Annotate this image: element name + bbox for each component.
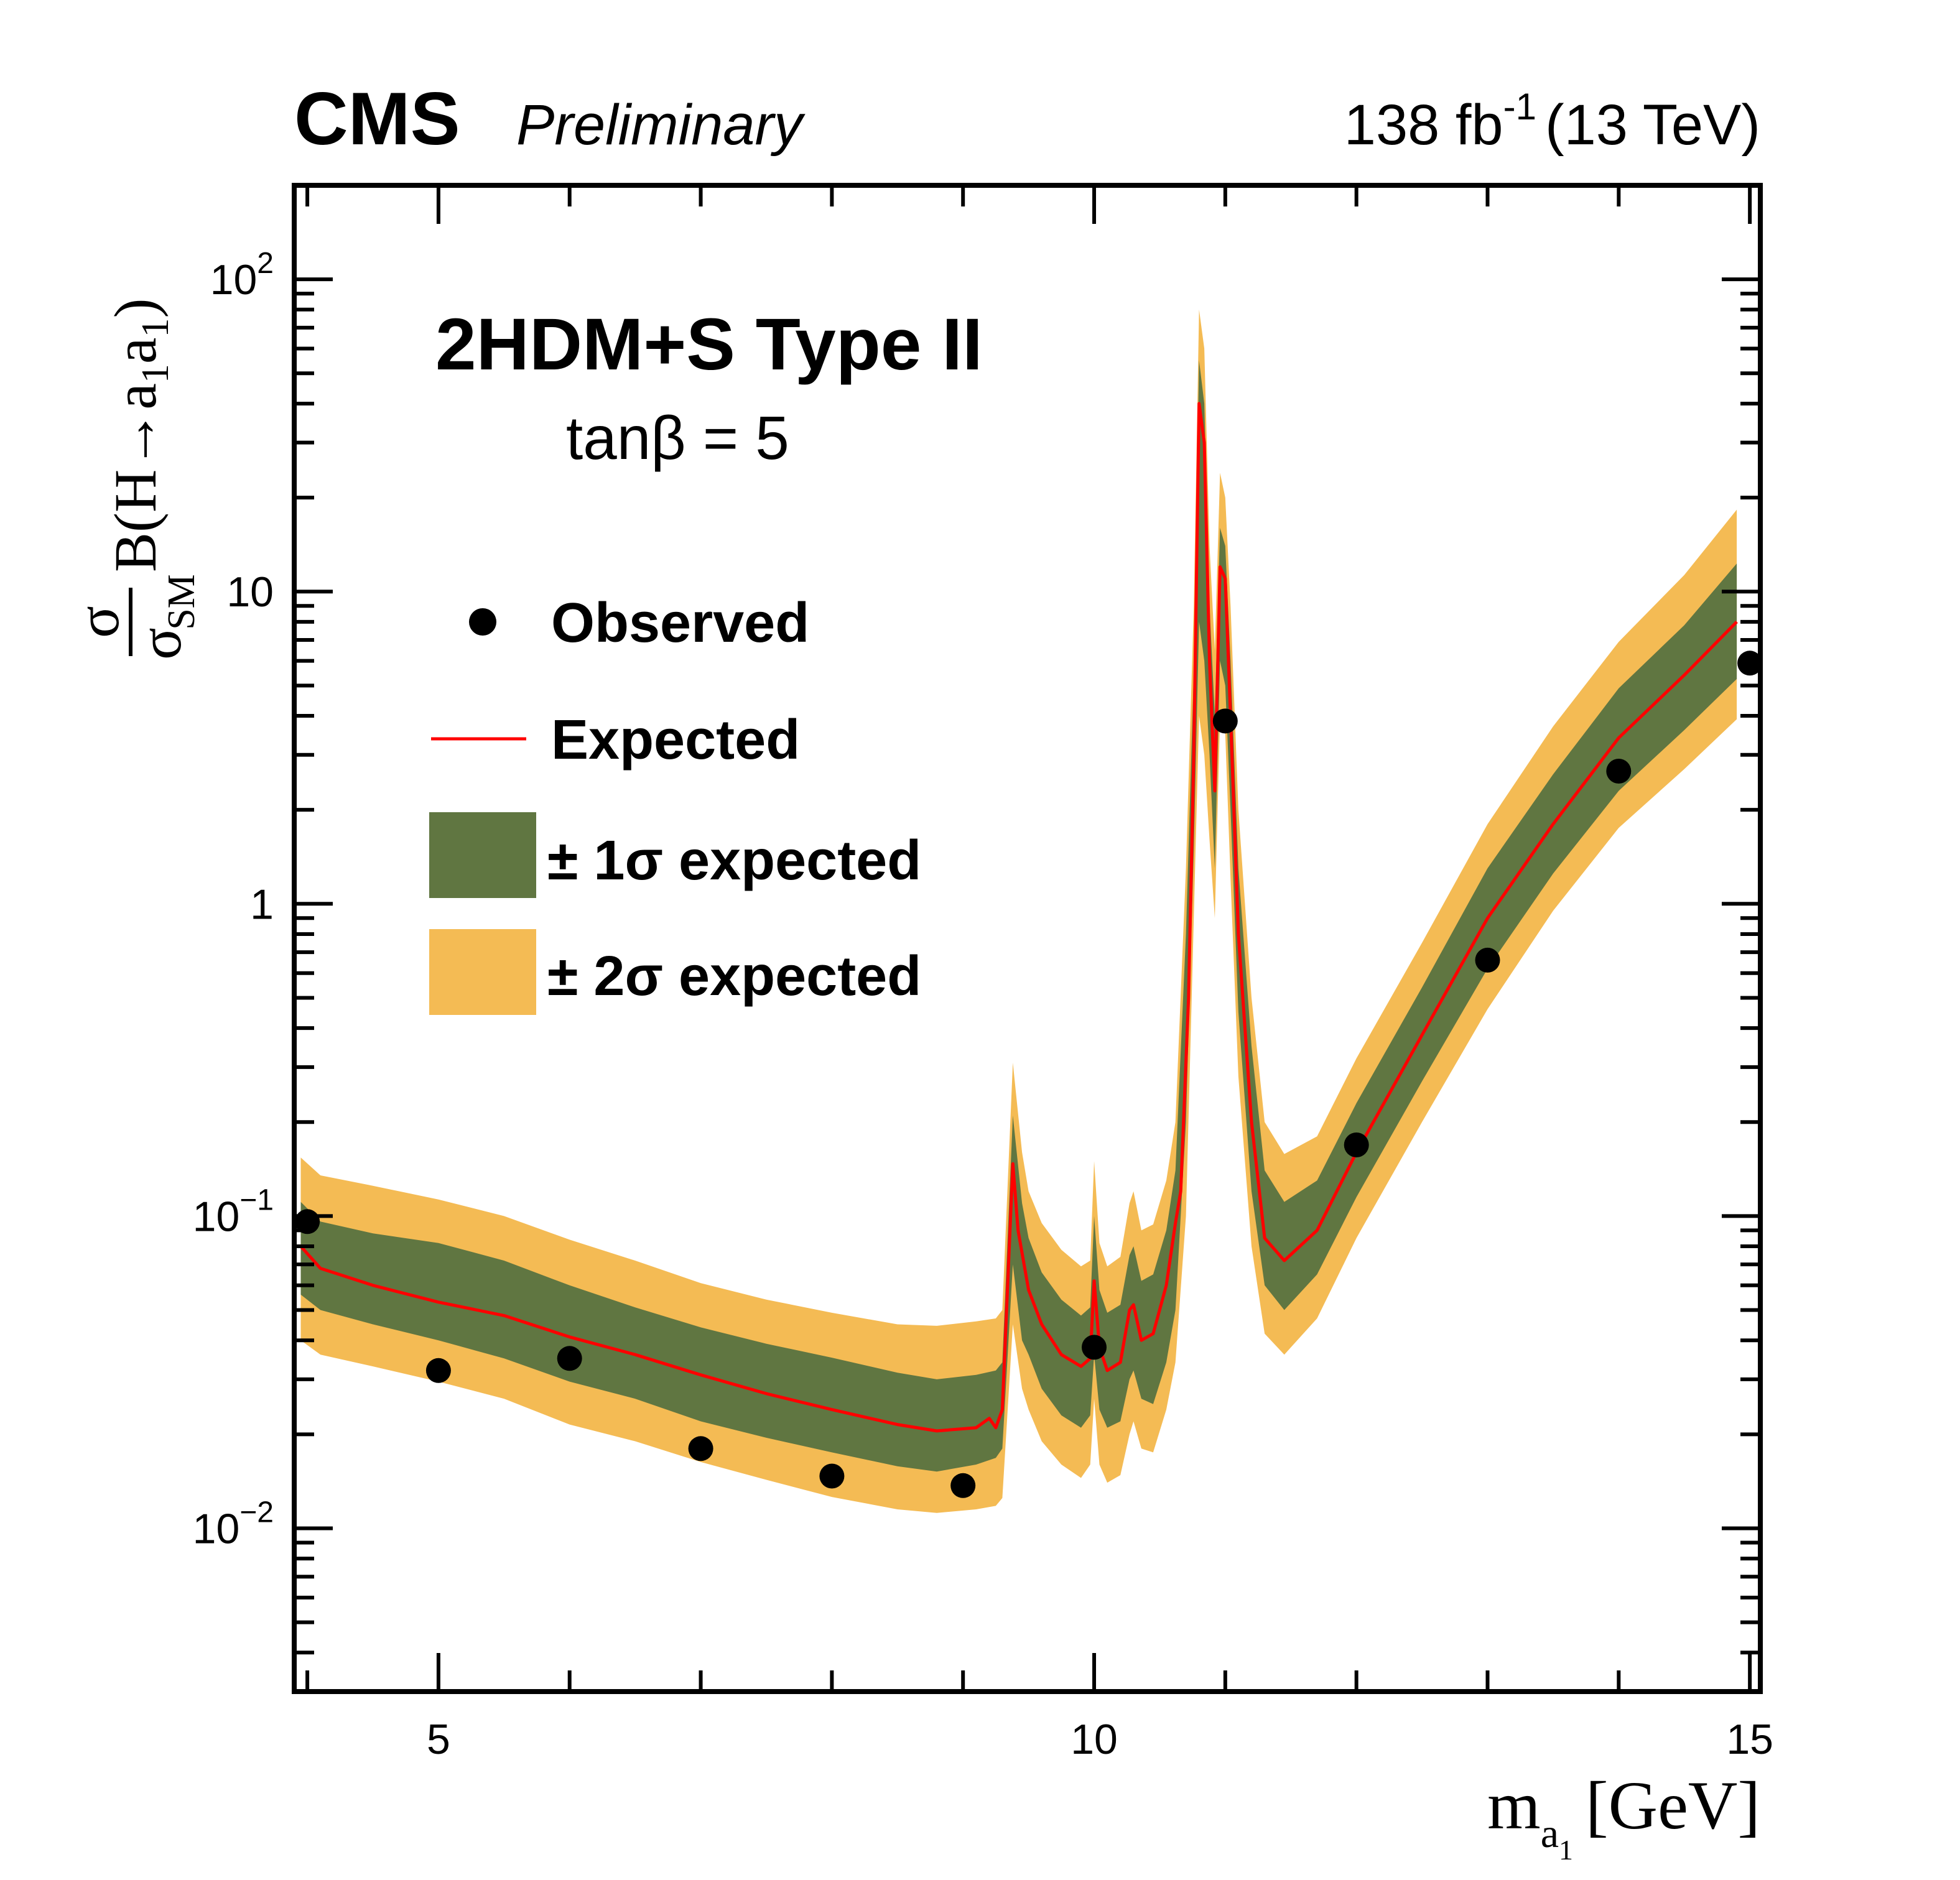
observed-point — [425, 1358, 451, 1383]
y-tick-exponent: 2 — [257, 247, 274, 280]
x-tick-label: 5 — [427, 1716, 450, 1763]
energy-value: (13 TeV) — [1545, 93, 1760, 157]
preliminary-label: Preliminary — [516, 93, 806, 157]
bands-layer — [300, 309, 1737, 1513]
legend: Observed Expected ± 1σ expected ± 2σ exp… — [429, 592, 921, 1015]
y-tick-label: 10−2 — [193, 1496, 274, 1552]
observed-point — [950, 1473, 976, 1498]
legend-one-sigma-swatch — [429, 812, 536, 898]
observed-point — [1082, 1335, 1107, 1360]
y-tick-base: 10 — [193, 1193, 240, 1240]
y-title-sm-subscript: SM — [160, 574, 203, 630]
y-tick-label: 10−1 — [193, 1183, 274, 1240]
observed-point — [1606, 759, 1632, 784]
lumi-exponent: -1 — [1503, 86, 1536, 127]
parameter-label: tanβ = 5 — [566, 404, 789, 472]
observed-point — [819, 1463, 845, 1489]
legend-two-sigma-swatch — [429, 929, 536, 1015]
x-tick-label: 10 — [1071, 1716, 1118, 1763]
legend-one-sigma-label: ± 1σ expected — [547, 830, 921, 892]
model-label: 2HDM+S Type II — [435, 303, 983, 386]
legend-observed-marker — [469, 608, 496, 636]
y-tick-base: 10 — [210, 256, 258, 303]
y-tick-exponent: −2 — [239, 1496, 274, 1529]
legend-two-sigma-label: ± 2σ expected — [547, 945, 921, 1007]
plot-frame — [292, 183, 1763, 1694]
legend-expected-label: Expected — [551, 709, 800, 771]
one-sigma-band — [300, 360, 1737, 1472]
y-tick-base: 10 — [226, 568, 274, 616]
observed-point — [1344, 1132, 1369, 1157]
lumi-value: 138 fb — [1344, 93, 1503, 157]
y-tick-label: 10 — [226, 568, 274, 616]
observed-point — [1475, 947, 1500, 973]
cms-label: CMS — [294, 77, 460, 160]
y-tick-label: 102 — [210, 247, 274, 303]
y-title-branching: B(H→a1a1) — [102, 298, 177, 572]
y-tick-label: 1 — [250, 881, 274, 928]
y-title-numerator: σ — [65, 606, 131, 638]
legend-observed-label: Observed — [551, 592, 809, 654]
y-tick-exponent: −1 — [239, 1183, 274, 1216]
y-tick-base: 10 — [193, 1505, 240, 1552]
expected-line — [299, 402, 1738, 1433]
observed-layer — [295, 651, 1763, 1498]
observed-point — [557, 1346, 582, 1371]
observed-point — [688, 1436, 713, 1461]
y-tick-base: 1 — [250, 881, 274, 928]
observed-point — [1212, 708, 1238, 734]
lumi-label: 138 fb-1 (13 TeV) — [1344, 86, 1760, 157]
observed-point — [1737, 651, 1763, 676]
expected-layer — [299, 402, 1738, 1433]
x-tick-label: 15 — [1726, 1716, 1773, 1763]
y-title-denominator: σ — [127, 627, 193, 660]
x-axis-label: ma1[GeV] — [1487, 1767, 1760, 1866]
